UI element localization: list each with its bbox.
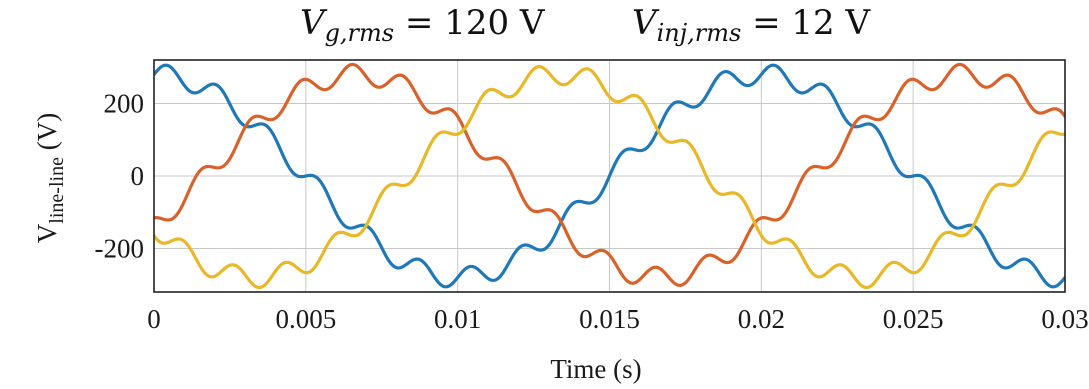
- x-tick-label: 0.025: [883, 304, 944, 334]
- series-line-2: [154, 62, 1065, 287]
- x-axis-label: Time (s): [550, 354, 641, 384]
- series-line-3: [154, 65, 1065, 290]
- x-tick-label: 0.01: [434, 304, 481, 334]
- x-tick-label: 0: [147, 304, 161, 334]
- y-tick-label: 200: [104, 89, 145, 119]
- x-tick-label: 0.005: [275, 304, 336, 334]
- plot-frame: [153, 59, 1066, 293]
- x-tick-label: 0.02: [738, 304, 785, 334]
- y-axis-label: Vline-line (V): [32, 113, 68, 243]
- series-line-1: [154, 63, 1065, 289]
- y-tick-label: 0: [131, 161, 145, 191]
- title-left: Vg,rms = 120 V: [300, 3, 546, 47]
- title-right: Vinj,rms = 12 V: [632, 3, 871, 47]
- x-tick-label: 0.015: [579, 304, 640, 334]
- y-tick-label: -200: [95, 234, 145, 264]
- tick-labels: 0 0.005 0.01 0.015 0.02 0.025 0.03 -200 0 200: [95, 89, 1089, 335]
- series-group: [154, 62, 1065, 290]
- x-tick-label: 0.03: [1041, 304, 1088, 334]
